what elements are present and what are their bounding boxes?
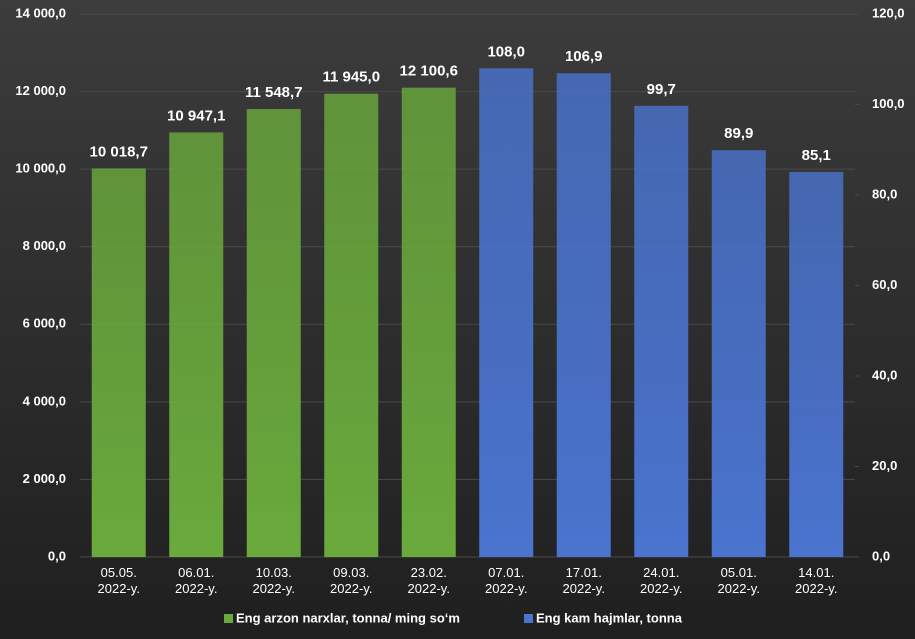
y2-tick-label: 80,0 [872,186,897,201]
y-tick-label: 4 000,0 [23,393,66,408]
y-tick-label: 0,0 [48,548,66,563]
y-tick-label: 10 000,0 [15,161,66,176]
data-label: 108,0 [487,43,525,60]
y-tick-label: 12 000,0 [15,83,66,98]
bar [789,171,844,558]
bar [91,168,146,558]
bar [556,73,611,557]
x-tick-label: 17.01. 2022-y. [563,565,605,596]
bar [479,68,534,558]
data-label: 85,1 [802,147,831,164]
data-label: 12 100,6 [400,63,458,80]
x-tick-label: 06.01. 2022-y. [175,565,217,596]
x-tick-label: 05.01. 2022-y. [718,565,760,596]
bar [401,87,456,557]
y-tick-label: 2 000,0 [23,471,66,486]
bar [246,109,301,557]
data-label: 11 945,0 [322,69,380,86]
x-tick-label: 24.01. 2022-y. [640,565,682,596]
y-tick-label: 8 000,0 [23,238,66,253]
data-label: 106,9 [565,48,603,65]
legend-label: Eng kam hajmlar, tonna [536,610,683,625]
y2-tick-label: 100,0 [872,96,905,111]
legend-swatch [224,614,233,623]
y2-tick-label: 20,0 [872,458,897,473]
data-label: 99,7 [647,81,676,98]
y2-tick-label: 120,0 [872,5,905,20]
legend-swatch [524,614,533,623]
data-label: 89,9 [724,125,753,142]
y2-tick-label: 60,0 [872,277,897,292]
x-tick-label: 05.05. 2022-y. [98,565,140,596]
y2-tick-label: 40,0 [872,367,897,382]
bar [711,150,766,557]
data-label: 10 947,1 [167,107,225,124]
x-tick-label: 14.01. 2022-y. [795,565,837,596]
x-tick-label: 23.02. 2022-y. [408,565,450,596]
bar [169,132,224,557]
data-label: 10 018,7 [90,143,148,160]
y-tick-label: 14 000,0 [15,5,66,20]
bar [324,93,379,557]
x-tick-label: 10.03. 2022-y. [253,565,295,596]
data-label: 11 548,7 [245,84,303,101]
y2-tick-label: 0,0 [872,548,890,563]
y-tick-label: 6 000,0 [23,316,66,331]
x-tick-label: 07.01. 2022-y. [485,565,527,596]
x-tick-label: 09.03. 2022-y. [330,565,372,596]
legend-label: Eng arzon narxlar, tonna/ ming so‘m [236,610,460,625]
bar [634,105,689,558]
